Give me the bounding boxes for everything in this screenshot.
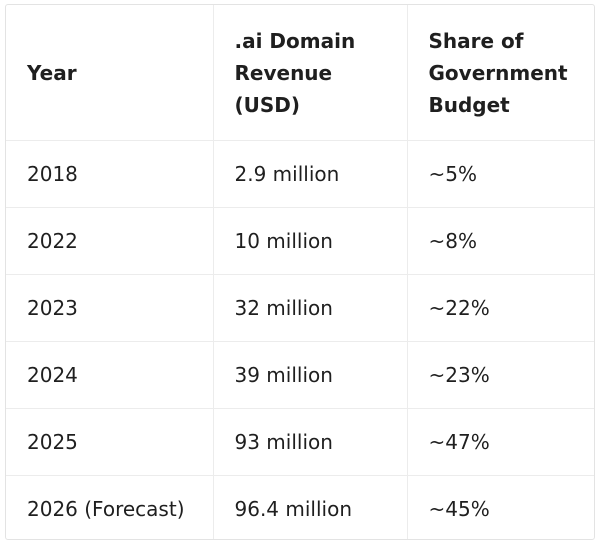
cell-year: 2023 — [6, 274, 214, 342]
table-body: 2018 2.9 million ~5% 2022 10 million ~8%… — [6, 140, 594, 539]
cell-revenue: 96.4 million — [213, 475, 408, 539]
header-budget-line: Budget — [428, 93, 510, 118]
table-row: 2022 10 million ~8% — [6, 207, 594, 275]
cell-year: 2022 — [6, 207, 214, 275]
cell-year: 2018 — [6, 140, 214, 208]
table-header: Year .ai Domain Revenue (USD) Share of G… — [6, 5, 594, 141]
cell-revenue: 93 million — [213, 408, 408, 476]
table-row: 2026 (Forecast) 96.4 million ~45% — [6, 475, 594, 539]
cell-year: 2024 — [6, 341, 214, 409]
cell-revenue: 39 million — [213, 341, 408, 409]
table-row: 2018 2.9 million ~5% — [6, 140, 594, 208]
cell-budget-share: ~5% — [407, 140, 594, 208]
cell-revenue: 2.9 million — [213, 140, 408, 208]
header-budget-share: Share of Government Budget — [407, 5, 594, 141]
table-row: 2024 39 million ~23% — [6, 341, 594, 409]
data-table-container: Year .ai Domain Revenue (USD) Share of G… — [5, 4, 595, 540]
cell-budget-share: ~8% — [407, 207, 594, 275]
cell-revenue: 10 million — [213, 207, 408, 275]
cell-budget-share: ~45% — [428, 496, 490, 521]
cell-budget-share: ~23% — [407, 341, 594, 409]
cell-budget-share: ~47% — [407, 408, 594, 476]
header-year: Year — [6, 5, 214, 141]
header-revenue-line: .ai Domain — [234, 29, 356, 54]
header-year-line: Year — [27, 61, 77, 86]
header-budget-line: Government — [428, 61, 568, 86]
header-row: Year .ai Domain Revenue (USD) Share of G… — [6, 5, 594, 141]
header-revenue-line: (USD) — [234, 93, 301, 118]
revenue-table: Year .ai Domain Revenue (USD) Share of G… — [6, 5, 594, 539]
header-revenue: .ai Domain Revenue (USD) — [213, 5, 408, 141]
cell-budget-share: ~22% — [407, 274, 594, 342]
table-row: 2023 32 million ~22% — [6, 274, 594, 342]
cell-year: 2026 (Forecast) — [6, 475, 214, 539]
table-row: 2025 93 million ~47% — [6, 408, 594, 476]
cell-year: 2025 — [6, 408, 214, 476]
header-revenue-line: Revenue — [234, 61, 333, 86]
cell-revenue: 32 million — [213, 274, 408, 342]
header-budget-line: Share of — [428, 29, 524, 54]
